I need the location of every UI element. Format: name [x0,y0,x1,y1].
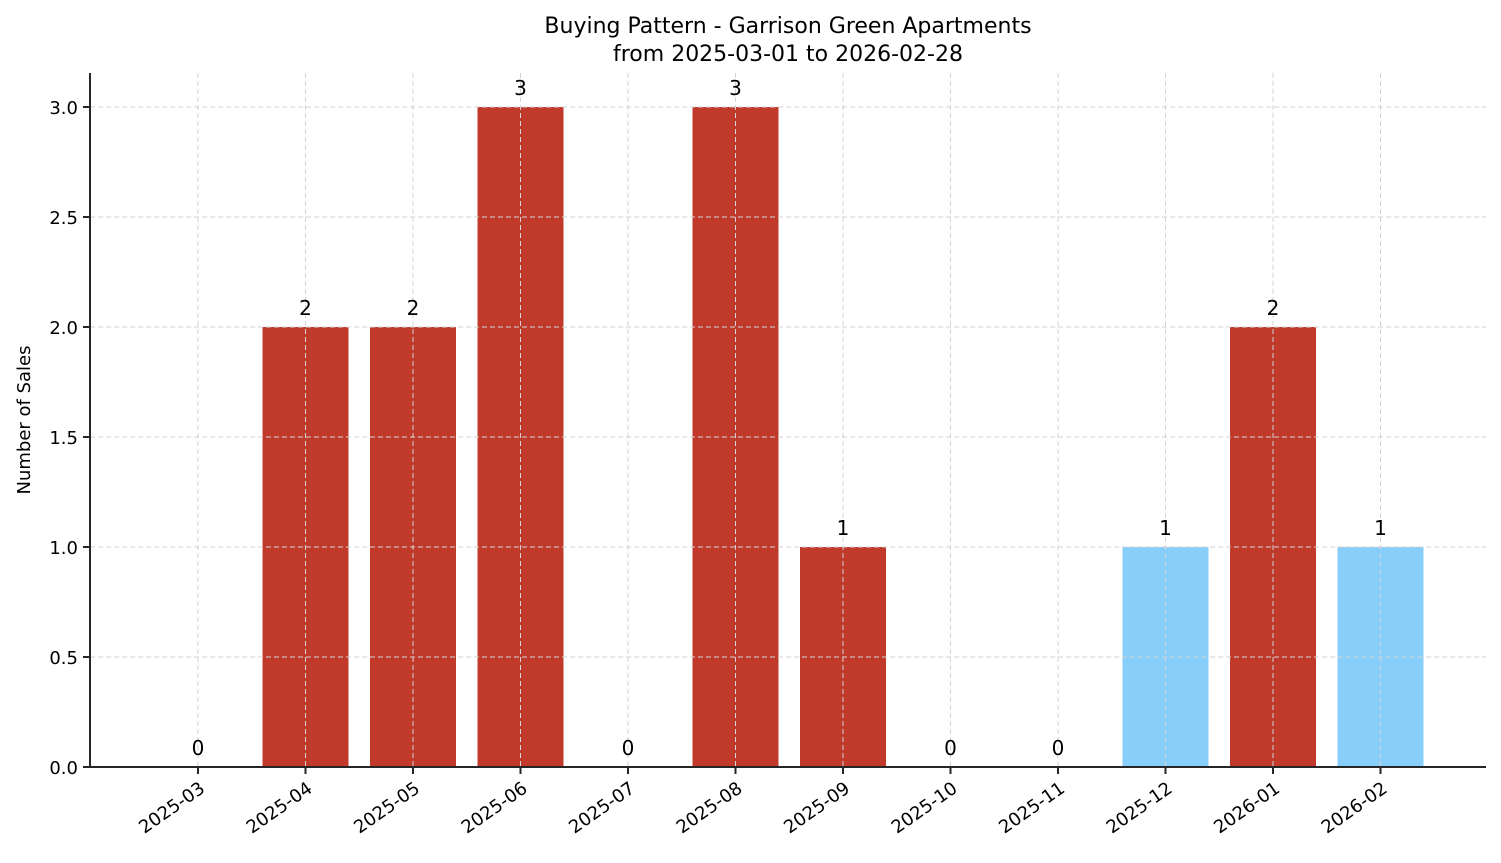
value-label: 0 [944,736,957,760]
y-tick-label: 1.5 [49,428,78,449]
value-label: 3 [729,76,742,100]
chart-title: Buying Pattern - Garrison Green Apartmen… [544,14,1031,67]
x-tick-label: 2025-05 [350,778,424,838]
x-tick-label: 2025-09 [780,778,854,838]
value-label: 2 [1267,296,1280,320]
y-tick-label: 0.0 [49,758,78,779]
y-tick-label: 3.0 [49,98,78,119]
y-tick-label: 2.5 [49,208,78,229]
x-tick-label: 2025-12 [1103,778,1177,838]
x-tick-label: 2025-08 [673,778,747,838]
x-tick-label: 2025-07 [565,778,639,838]
x-tick-label: 2026-01 [1210,778,1284,838]
value-labels: 0 2 2 3 0 3 1 0 0 1 2 1 [192,76,1387,760]
value-label: 2 [407,296,420,320]
x-tick-label: 2026-02 [1318,778,1392,838]
axes [89,73,1486,768]
x-tick-label: 2025-06 [458,778,532,838]
chart-title-line1: Buying Pattern - Garrison Green Apartmen… [544,14,1031,39]
y-axis-ticks: 0.0 0.5 1.0 1.5 2.0 2.5 3.0 [49,98,90,779]
value-label: 0 [192,736,205,760]
x-tick-label: 2025-03 [135,778,209,838]
value-label: 0 [1052,736,1065,760]
chart-title-line2: from 2025-03-01 to 2026-02-28 [613,42,963,67]
value-label: 1 [1374,516,1387,540]
y-tick-label: 0.5 [49,648,78,669]
gridlines [90,73,1486,767]
x-tick-label: 2025-10 [888,778,962,838]
value-label: 3 [514,76,527,100]
x-axis-ticks: 2025-03 2025-04 2025-05 2025-06 2025-07 2025-… [135,767,1391,838]
y-tick-label: 2.0 [49,318,78,339]
value-label: 2 [299,296,312,320]
value-label: 0 [622,736,635,760]
value-label: 1 [1159,516,1172,540]
x-tick-label: 2025-11 [995,778,1069,838]
x-tick-label: 2025-04 [243,778,317,838]
value-label: 1 [837,516,850,540]
y-tick-label: 1.0 [49,538,78,559]
y-axis-label: Number of Sales [14,345,35,494]
